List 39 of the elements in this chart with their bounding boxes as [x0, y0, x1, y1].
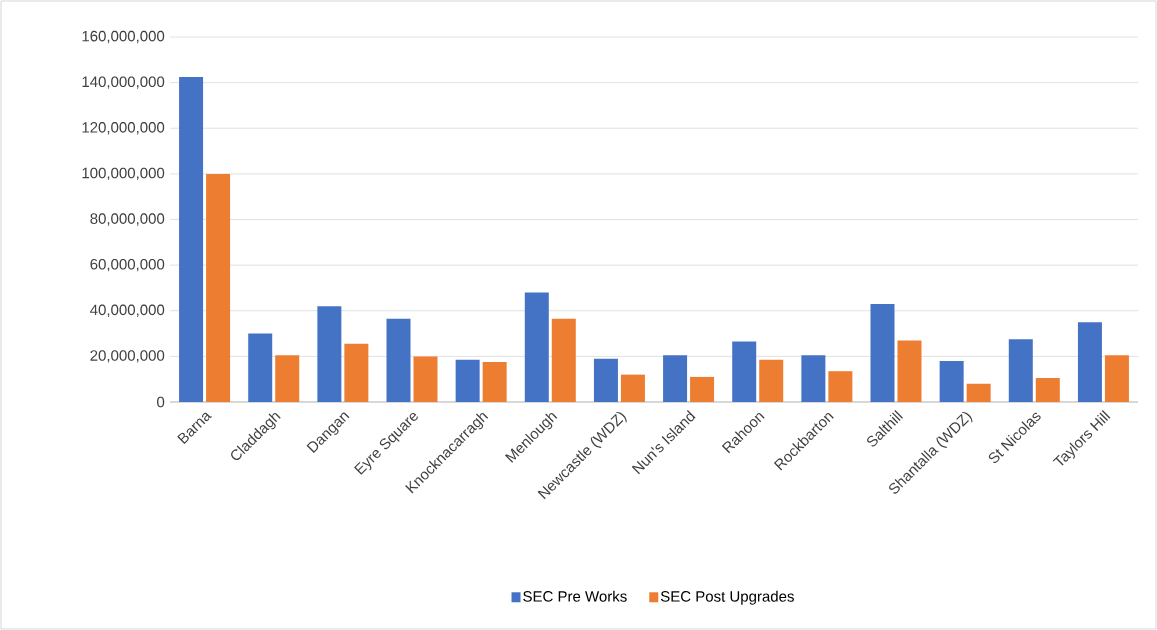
bar [1104, 355, 1129, 402]
bar [801, 355, 826, 402]
bar [966, 383, 991, 402]
bar [1035, 378, 1060, 402]
bar [593, 358, 618, 402]
y-tick-label: 0 [157, 396, 165, 408]
bar [759, 359, 784, 402]
y-tick-label: 80,000,000 [90, 213, 165, 226]
bar [551, 318, 576, 402]
y-tick-label: 60,000,000 [90, 258, 165, 272]
y-tick-label: 40,000,000 [90, 304, 165, 317]
bar [248, 333, 273, 402]
y-tick-label: 140,000,000 [82, 76, 165, 89]
bar [870, 303, 895, 402]
bar [344, 343, 369, 402]
bar [482, 362, 507, 402]
bar [524, 292, 549, 402]
y-tick-label: 20,000,000 [90, 350, 165, 363]
bar [206, 173, 231, 402]
bar [690, 376, 715, 402]
bar [275, 355, 300, 402]
bar [732, 341, 757, 402]
y-tick-label: 120,000,000 [82, 122, 165, 135]
bar [1008, 339, 1033, 402]
legend-label: SEC Pre Works [523, 590, 627, 602]
bar [317, 306, 342, 402]
bar [663, 355, 688, 402]
bar [386, 318, 411, 402]
bar [897, 340, 922, 402]
y-tick-label: 100,000,000 [82, 167, 165, 181]
y-tick-label: 160,000,000 [82, 30, 165, 44]
bar [828, 371, 853, 402]
bar [620, 374, 645, 402]
legend-label: SEC Post Upgrades [660, 590, 794, 605]
bar [179, 76, 204, 402]
bar [939, 360, 964, 402]
bar [455, 359, 480, 402]
bar [413, 356, 438, 402]
bar [1077, 322, 1102, 402]
